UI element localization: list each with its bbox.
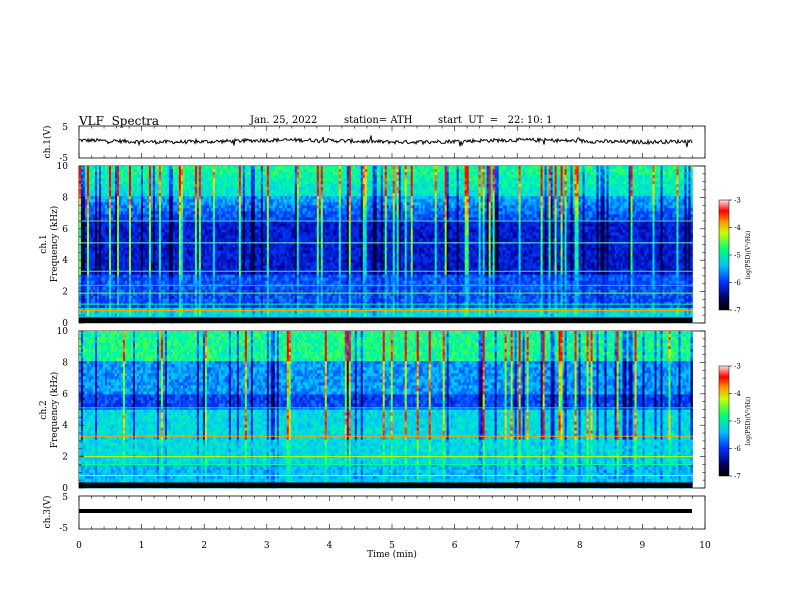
spectrogram-cell	[690, 166, 692, 169]
ch1-spectrogram-image	[79, 166, 693, 323]
ch1-waveform-trace	[79, 136, 692, 148]
spectrogram-cell	[690, 208, 692, 211]
spectrogram-cell	[690, 196, 692, 199]
spectrogram-cell	[690, 199, 692, 202]
spectrogram-cell	[690, 190, 692, 193]
spectrogram-cell	[690, 178, 692, 181]
ch1-ylabel: ch.1(V)	[42, 126, 53, 159]
spectrogram-cell	[690, 172, 692, 175]
spectrogram-cell	[690, 181, 692, 184]
spectrogram-cell	[690, 187, 692, 190]
spectrogram-cell	[690, 205, 692, 208]
spectrogram-cell	[690, 193, 692, 196]
ch1-waveform-panel: 5 -5 ch.1(V)	[42, 123, 705, 164]
spectrogram-cell	[690, 175, 692, 178]
ch1-ytick-top: 5	[62, 123, 68, 133]
spectrogram-cell	[690, 184, 692, 187]
spectrogram-cell	[690, 202, 692, 205]
spectrogram-cell	[690, 169, 692, 172]
